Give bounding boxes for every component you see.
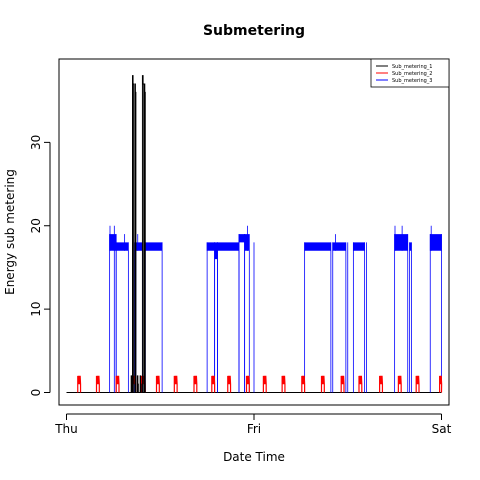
y-axis-label: Energy sub metering <box>3 169 17 295</box>
blue-band <box>238 234 245 243</box>
red-burst <box>379 375 384 393</box>
series-sub-metering-1 <box>130 75 146 393</box>
red-burst <box>227 375 232 393</box>
red-burst <box>245 375 250 393</box>
red-burst <box>415 375 420 393</box>
blue-band <box>217 242 239 251</box>
blue-band <box>394 234 408 251</box>
blue-band <box>304 242 331 251</box>
black-spike <box>136 375 139 393</box>
x-axis-label: Date Time <box>223 450 285 464</box>
red-burst <box>77 375 82 393</box>
red-burst <box>173 375 178 393</box>
plot-frame <box>58 58 450 406</box>
legend-label: Sub_metering_2 <box>392 71 432 77</box>
black-spike <box>141 75 145 393</box>
black-spike <box>130 375 133 393</box>
legend-label: Sub_metering_3 <box>392 78 432 84</box>
red-burst <box>358 375 363 393</box>
black-spike <box>134 83 137 393</box>
legend: Sub_metering_1Sub_metering_2Sub_metering… <box>370 58 450 88</box>
x-tick-label: Thu <box>54 422 78 436</box>
red-burst <box>439 375 443 393</box>
x-tick-label: Sat <box>432 422 452 436</box>
red-burst <box>301 375 306 393</box>
blue-band <box>109 234 117 251</box>
axes: Thu Fri Sat 0 10 20 30 <box>29 135 452 436</box>
blue-band <box>352 242 365 251</box>
blue-band <box>214 242 218 260</box>
red-burst <box>95 375 100 393</box>
red-burst <box>281 375 286 393</box>
y-tick-label: 10 <box>29 301 43 316</box>
black-spike <box>132 75 135 393</box>
blue-band <box>244 234 250 251</box>
red-burst <box>155 375 160 393</box>
red-burst <box>211 375 216 393</box>
red-burst <box>340 375 345 393</box>
y-tick-label: 20 <box>29 218 43 233</box>
red-burst <box>193 375 198 393</box>
blue-band <box>115 242 129 251</box>
y-tick-label: 30 <box>29 135 43 150</box>
x-tick-label: Fri <box>247 422 261 436</box>
blue-band <box>206 242 215 251</box>
red-burst <box>262 375 267 393</box>
red-burst <box>397 375 402 393</box>
blue-band <box>144 242 163 251</box>
chart-title: Submetering <box>203 23 305 39</box>
black-spike <box>139 375 142 393</box>
black-spike <box>143 83 146 393</box>
y-tick-label: 0 <box>29 389 43 397</box>
blue-band <box>429 234 442 251</box>
plot-data <box>66 75 443 393</box>
blue-band <box>332 242 346 251</box>
red-burst <box>320 375 325 393</box>
red-burst <box>115 375 120 393</box>
legend-label: Sub_metering_1 <box>392 64 432 70</box>
blue-band <box>135 242 143 251</box>
